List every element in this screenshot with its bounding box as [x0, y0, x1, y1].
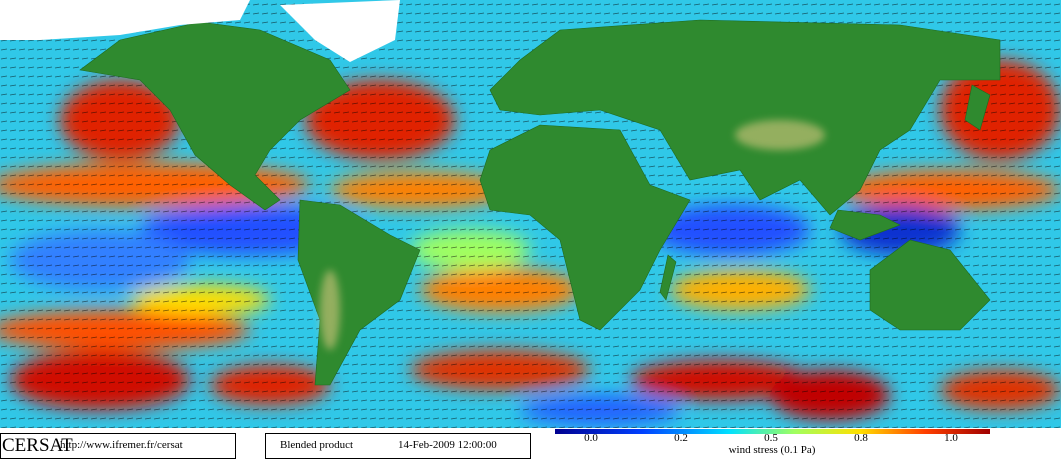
- product-box: [265, 433, 531, 459]
- product: Blended product: [280, 439, 353, 451]
- logo: CERSAT: [2, 435, 73, 456]
- colorbar-label: wind stress (0.1 Pa): [729, 444, 816, 456]
- footer: CERSAT http://www.ifremer.fr/cersat Blen…: [0, 433, 531, 459]
- colorbar-tick-label: 0.8: [854, 432, 868, 444]
- url: http://www.ifremer.fr/cersat: [60, 439, 183, 451]
- colorbar-tick-label: 1.0: [944, 432, 958, 444]
- colorbar-tick-label: 0.0: [584, 432, 598, 444]
- info-box: [0, 433, 236, 459]
- datetime: 14-Feb-2009 12:00:00: [398, 439, 497, 451]
- colorbar: wind stress (0.1 Pa) 0.0 0.2 0.5 0.8 1.0: [555, 429, 990, 456]
- highlands: [320, 120, 825, 350]
- colorbar-tick-label: 0.2: [674, 432, 688, 444]
- colorbar-gradient: [555, 429, 990, 434]
- colorbar-tick-label: 0.5: [764, 432, 778, 444]
